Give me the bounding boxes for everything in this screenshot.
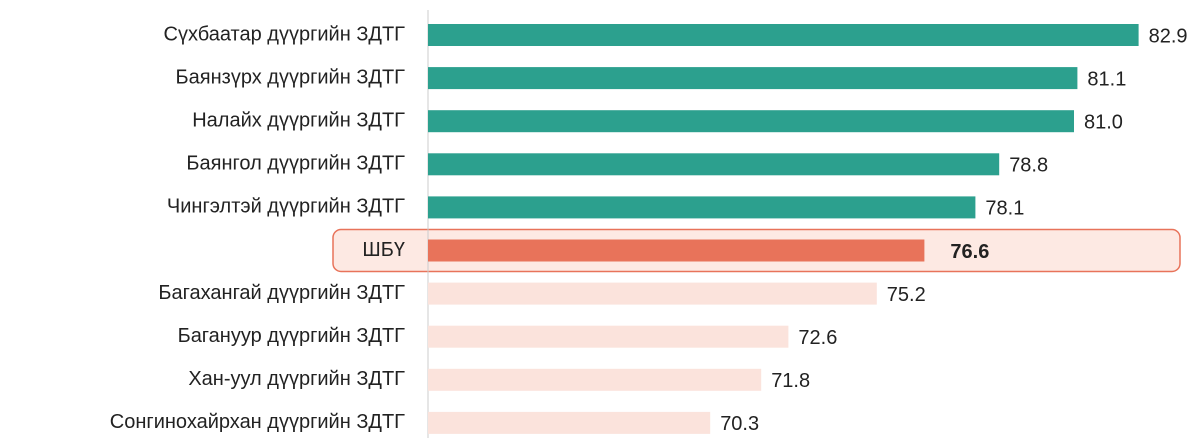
value-label: 78.1 <box>985 198 1024 220</box>
value-label: 76.6 <box>950 241 989 263</box>
value-label: 70.3 <box>720 413 759 435</box>
bar <box>428 110 1074 133</box>
value-label: 81.0 <box>1084 111 1123 133</box>
y-tick-label: Баянгол дүүргийн ЗДТГ <box>186 153 405 175</box>
bar <box>428 282 877 305</box>
y-tick-label: Налайх дүүргийн ЗДТГ <box>192 109 405 131</box>
bar <box>428 153 1000 176</box>
value-label: 78.8 <box>1009 155 1048 177</box>
bar <box>428 24 1139 46</box>
y-tick-label: Сүхбаатар дүүргийн ЗДТГ <box>164 23 406 45</box>
bar <box>428 325 789 348</box>
y-tick-label: Багахангай дүүргийн ЗДТГ <box>158 282 405 304</box>
bar <box>428 411 711 434</box>
bar <box>428 239 925 262</box>
bar <box>428 368 762 391</box>
y-tick-label: Хан-уул дүүргийн ЗДТГ <box>188 368 405 390</box>
value-label: 81.1 <box>1087 68 1126 90</box>
bar <box>428 196 976 219</box>
value-label: 71.8 <box>771 370 810 392</box>
value-label: 82.9 <box>1149 25 1188 47</box>
y-tick-label: ШБҮ <box>362 239 405 261</box>
bar <box>428 67 1078 90</box>
y-tick-label: Сонгинохайрхан дүүргийн ЗДТГ <box>110 411 405 433</box>
y-tick-label: Чингэлтэй дүүргийн ЗДТГ <box>167 196 405 218</box>
value-label: 75.2 <box>887 284 926 306</box>
y-tick-label: Багануур дүүргийн ЗДТГ <box>178 325 406 347</box>
y-tick-label: Баянзүрх дүүргийн ЗДТГ <box>176 66 406 88</box>
value-label: 72.6 <box>798 327 837 349</box>
